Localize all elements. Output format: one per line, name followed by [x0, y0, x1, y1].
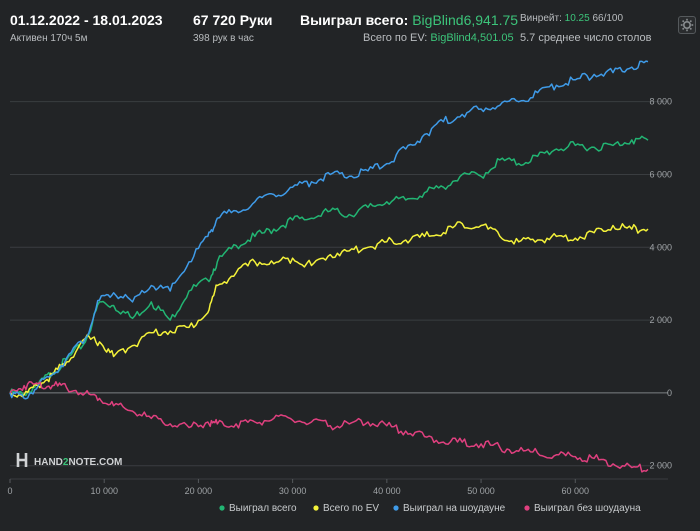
winrate-label: Винрейт: [520, 13, 562, 24]
chart-grid [10, 101, 668, 480]
ev-total-label: Всего по EV: [363, 32, 428, 44]
chart-series [9, 60, 649, 473]
legend-label: Выиграл без шоудауна [534, 502, 641, 514]
winrate: Винрейт: 10.25 66/100 [520, 13, 623, 24]
avg-tables: 5.7 среднее число столов [520, 32, 652, 44]
series-line [9, 135, 649, 397]
date-range[interactable]: 01.12.2022 - 18.01.2023 [10, 12, 163, 28]
logo-text-c: NOTE.COM [68, 457, 122, 468]
legend-marker [219, 505, 225, 511]
won-total-label: Выиграл всего: [300, 12, 409, 28]
logo-text: HAND2NOTE.COM [34, 457, 122, 468]
series-line [9, 380, 649, 473]
ev-total-value: BigBlind4,501.05 [430, 32, 514, 44]
legend-label: Выиграл всего [229, 503, 297, 514]
legend-marker [393, 505, 399, 511]
y-tick-label: 4 000 [649, 242, 672, 252]
legend-marker [524, 505, 530, 511]
y-tick-label: 2 000 [649, 315, 672, 325]
logo-text-b: 2 [63, 457, 69, 468]
logo-text-a: HAND [34, 457, 63, 468]
stats-header: 01.12.2022 - 18.01.2023 Активен 170ч 5м … [0, 0, 700, 58]
y-tick-label: 8 000 [649, 97, 672, 107]
settings-gear-icon[interactable] [678, 16, 696, 34]
legend-marker [313, 505, 319, 511]
active-time: Активен 170ч 5м [10, 33, 88, 44]
x-tick-label: 0 [7, 486, 12, 496]
series-line [9, 221, 649, 398]
won-total-value: BigBlind6,941.75 [412, 12, 519, 28]
legend-label: Всего по EV [323, 503, 379, 514]
logo-h-icon [16, 453, 28, 467]
y-tick-label: 6 000 [649, 169, 672, 179]
x-tick-label: 60 000 [562, 486, 590, 496]
profit-chart: 2 000 0 2 000 4 000 6 000 8 000 0 10 000 20 000… [7, 60, 672, 514]
x-tick-label: 10 000 [90, 486, 118, 496]
x-axis-ticks: 0 10 000 20 000 30 000 40 000 50 000 60 000 [7, 479, 589, 496]
hands-per-hour: 398 рук в час [193, 33, 254, 44]
hands-count: 67 720 Руки [193, 12, 273, 28]
winrate-value: 10.25 [564, 13, 590, 24]
x-tick-label: 40 000 [373, 486, 401, 496]
ev-total: Всего по EV: BigBlind4,501.05 [363, 32, 514, 44]
chart-legend: Выиграл всего Всего по EV Выиграл на шоуда… [219, 502, 641, 514]
legend-label: Выиграл на шоудауне [403, 503, 506, 514]
y-axis-ticks: 2 000 0 2 000 4 000 6 000 8 000 [649, 97, 672, 471]
x-tick-label: 50 000 [467, 486, 495, 496]
series-line [9, 60, 649, 400]
won-total: Выиграл всего: BigBlind6,941.75 [300, 12, 518, 28]
y-tick-label: 0 [667, 388, 672, 398]
hand2note-logo: HAND2NOTE.COM [16, 453, 122, 468]
x-tick-label: 20 000 [185, 486, 213, 496]
y-tick-label: 2 000 [649, 461, 672, 471]
x-tick-label: 30 000 [279, 486, 307, 496]
winrate-unit: 66/100 [592, 13, 624, 24]
